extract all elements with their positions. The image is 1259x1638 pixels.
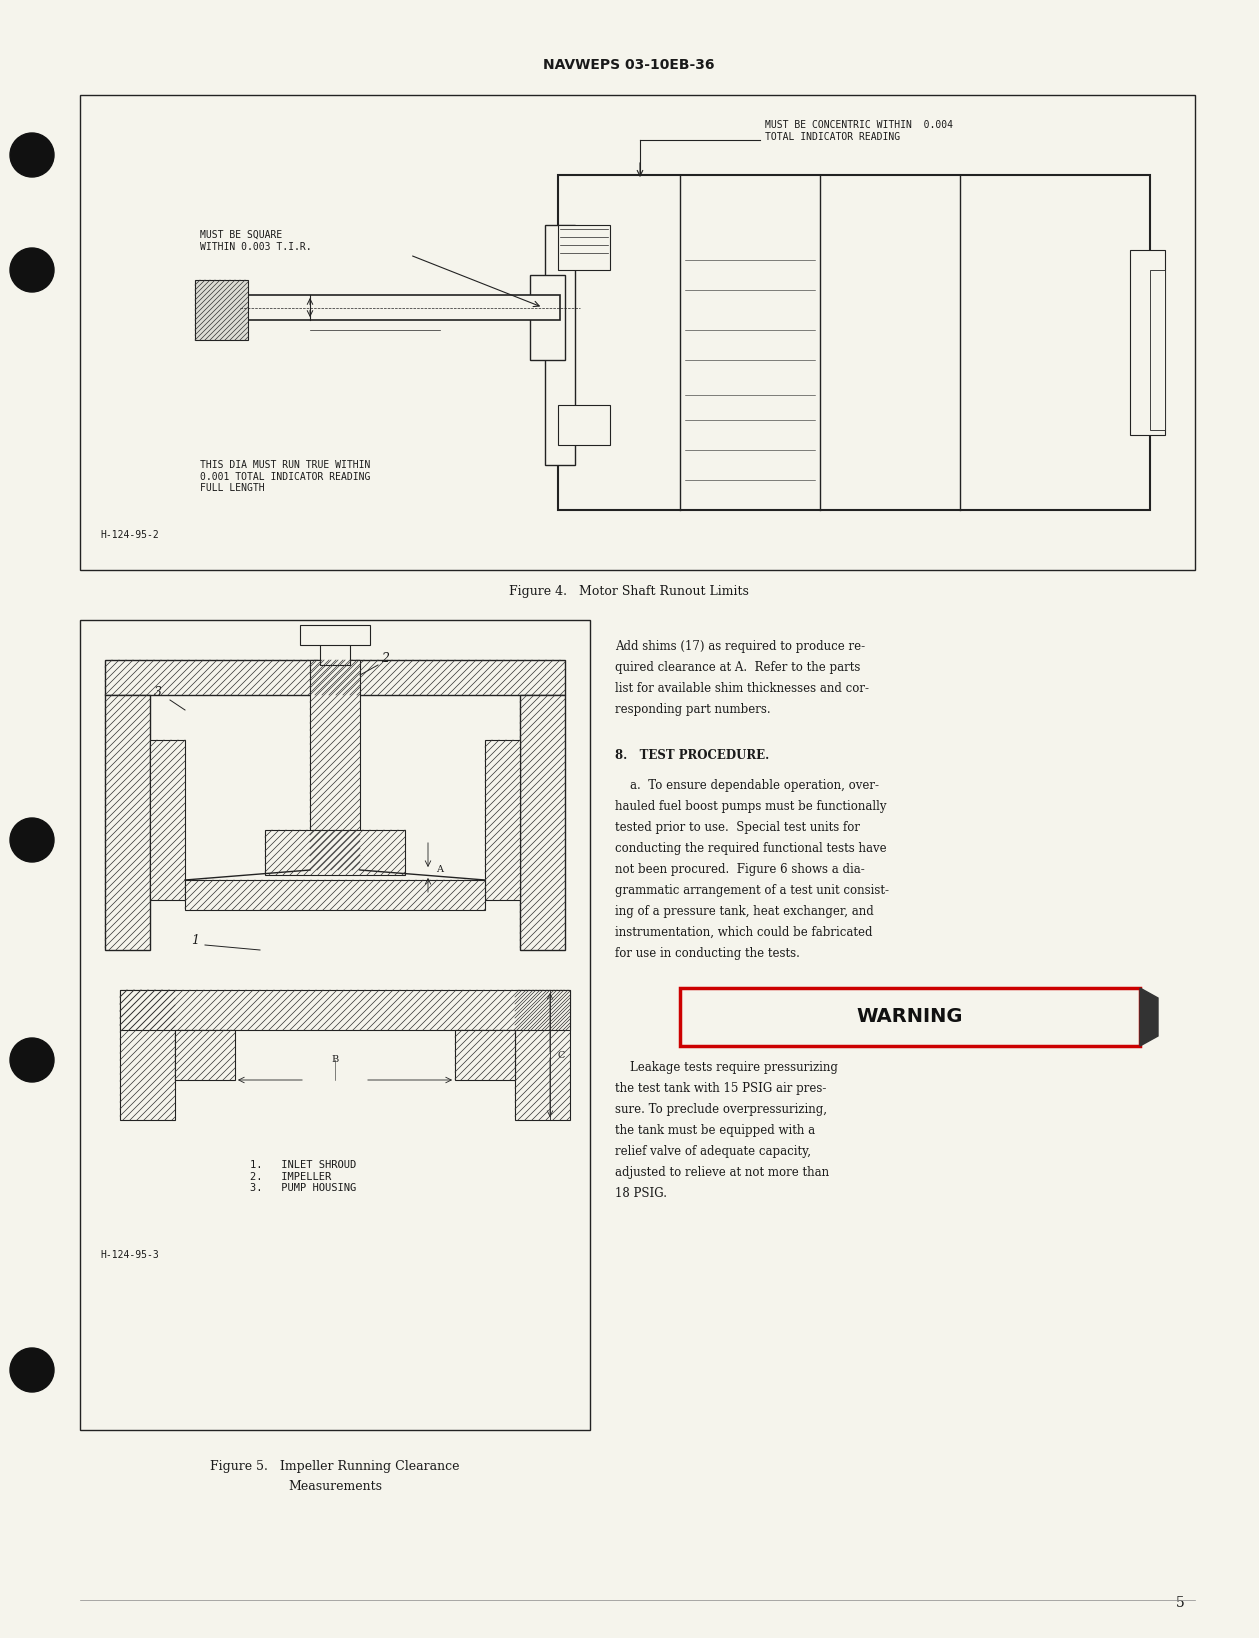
Text: H-124-95-2: H-124-95-2 (99, 531, 159, 541)
Text: adjusted to relieve at not more than: adjusted to relieve at not more than (614, 1166, 830, 1179)
Bar (81, 95, 1195, 570)
Text: WARNING: WARNING (857, 1007, 963, 1027)
Text: hauled fuel boost pumps must be functionally: hauled fuel boost pumps must be function… (614, 799, 886, 812)
Bar (175, 1030, 235, 1079)
Text: Leakage tests require pressurizing: Leakage tests require pressurizing (614, 1061, 838, 1075)
Bar (195, 280, 248, 341)
Text: sure. To preclude overpressurizing,: sure. To preclude overpressurizing, (614, 1102, 827, 1115)
Text: not been procured.  Figure 6 shows a dia-: not been procured. Figure 6 shows a dia- (614, 863, 865, 876)
Text: tested prior to use.  Special test units for: tested prior to use. Special test units … (614, 821, 860, 834)
Bar (104, 695, 150, 950)
Text: the test tank with 15 PSIG air pres-: the test tank with 15 PSIG air pres- (614, 1083, 826, 1094)
Circle shape (10, 133, 54, 177)
Text: 1: 1 (191, 934, 199, 947)
Text: the tank must be equipped with a: the tank must be equipped with a (614, 1124, 815, 1137)
Text: 18 PSIG.: 18 PSIG. (614, 1188, 667, 1201)
Text: instrumentation, which could be fabricated: instrumentation, which could be fabricat… (614, 925, 872, 939)
Bar (558, 224, 611, 270)
Circle shape (10, 247, 54, 292)
Bar (558, 405, 611, 446)
Text: a.  To ensure dependable operation, over-: a. To ensure dependable operation, over- (614, 780, 879, 793)
Bar (1131, 251, 1165, 436)
Bar (310, 660, 360, 870)
Text: Add shims (17) as required to produce re-: Add shims (17) as required to produce re… (614, 640, 865, 654)
Bar (515, 989, 570, 1120)
Bar (680, 988, 1139, 1047)
Text: THIS DIA MUST RUN TRUE WITHIN
0.001 TOTAL INDICATOR READING
FULL LENGTH: THIS DIA MUST RUN TRUE WITHIN 0.001 TOTA… (200, 460, 370, 493)
Bar (485, 740, 520, 899)
Text: 8.   TEST PROCEDURE.: 8. TEST PROCEDURE. (614, 749, 769, 762)
Bar (558, 175, 1149, 509)
Bar (120, 989, 175, 1120)
Bar (530, 275, 565, 360)
Text: 1.   INLET SHROUD
2.   IMPELLER
3.   PUMP HOUSING: 1. INLET SHROUD 2. IMPELLER 3. PUMP HOUS… (251, 1160, 356, 1192)
Bar (120, 989, 570, 1030)
Text: for use in conducting the tests.: for use in conducting the tests. (614, 947, 799, 960)
Bar (454, 1030, 515, 1079)
Text: 5: 5 (1176, 1595, 1185, 1610)
Text: ing of a pressure tank, heat exchanger, and: ing of a pressure tank, heat exchanger, … (614, 906, 874, 917)
Bar (185, 880, 485, 911)
Text: MUST BE SQUARE
WITHIN 0.003 T.I.R.: MUST BE SQUARE WITHIN 0.003 T.I.R. (200, 229, 312, 252)
Text: conducting the required functional tests have: conducting the required functional tests… (614, 842, 886, 855)
Text: Figure 4.   Motor Shaft Runout Limits: Figure 4. Motor Shaft Runout Limits (509, 585, 749, 598)
Polygon shape (1139, 988, 1158, 1047)
Text: Figure 5.   Impeller Running Clearance: Figure 5. Impeller Running Clearance (210, 1459, 460, 1473)
Bar (240, 295, 560, 319)
Text: MUST BE CONCENTRIC WITHIN  0.004
TOTAL INDICATOR READING: MUST BE CONCENTRIC WITHIN 0.004 TOTAL IN… (765, 120, 953, 141)
Text: B: B (331, 1055, 339, 1065)
Bar (320, 640, 350, 665)
Text: relief valve of adequate capacity,: relief valve of adequate capacity, (614, 1145, 811, 1158)
Text: 3: 3 (154, 686, 162, 699)
Circle shape (10, 817, 54, 862)
Bar (545, 224, 575, 465)
Bar (300, 626, 370, 645)
Text: C: C (558, 1050, 565, 1060)
Bar (520, 695, 565, 950)
Bar (150, 740, 185, 899)
Text: NAVWEPS 03-10EB-36: NAVWEPS 03-10EB-36 (543, 57, 715, 72)
Text: responding part numbers.: responding part numbers. (614, 703, 771, 716)
Bar (104, 660, 565, 695)
Text: 2: 2 (381, 652, 389, 665)
Text: list for available shim thicknesses and cor-: list for available shim thicknesses and … (614, 681, 869, 695)
Text: grammatic arrangement of a test unit consist-: grammatic arrangement of a test unit con… (614, 885, 889, 898)
Text: quired clearance at A.  Refer to the parts: quired clearance at A. Refer to the part… (614, 662, 860, 673)
Bar (1149, 270, 1165, 431)
Bar (264, 830, 405, 875)
Circle shape (10, 1038, 54, 1083)
Circle shape (10, 1348, 54, 1392)
Text: Measurements: Measurements (288, 1481, 381, 1492)
Text: A: A (436, 865, 443, 875)
Text: H-124-95-3: H-124-95-3 (99, 1250, 159, 1260)
Bar (81, 621, 590, 1430)
